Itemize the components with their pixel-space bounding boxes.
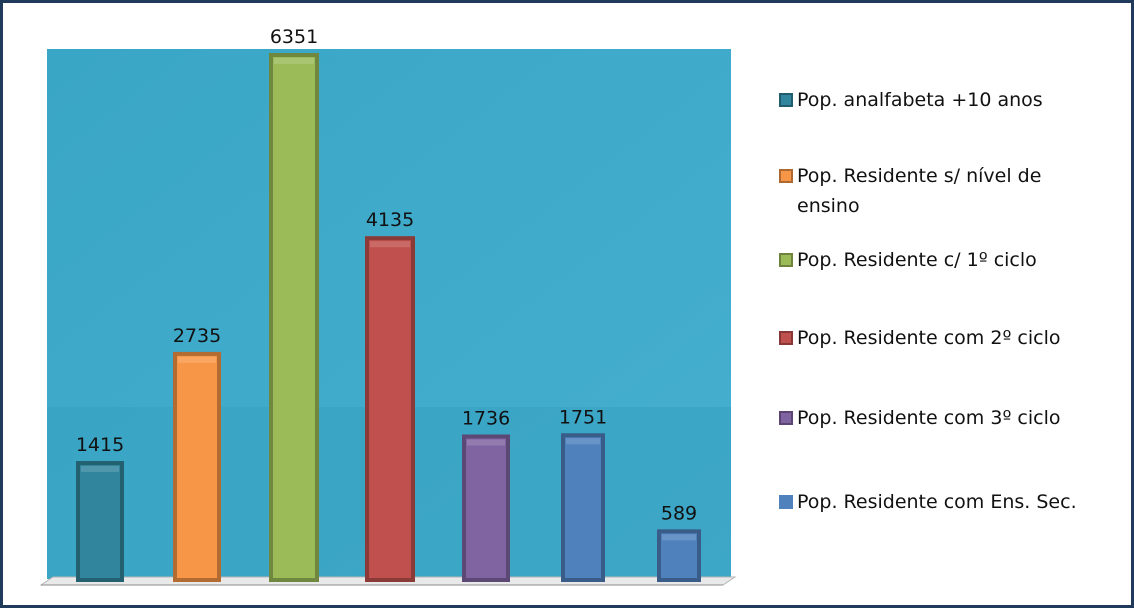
bar — [269, 53, 319, 582]
legend-swatch — [779, 169, 793, 183]
legend-label: Pop. Residente c/ 1º ciclo — [797, 249, 1037, 271]
bar-highlight — [274, 58, 314, 64]
legend-swatch — [779, 253, 793, 267]
bar-highlight — [662, 534, 696, 541]
bar-body — [462, 434, 510, 582]
bar-highlight — [81, 466, 119, 473]
legend-item: Pop. Residente s/ nível de ensino — [779, 161, 1129, 221]
bar-highlight — [178, 356, 216, 363]
bar-body — [269, 53, 319, 582]
legend-label: Pop. Residente com 2º ciclo — [797, 327, 1061, 349]
data-label: 6351 — [270, 26, 318, 48]
legend-label: Pop. analfabeta +10 anos — [797, 89, 1043, 111]
data-label: 1736 — [462, 407, 510, 429]
data-label: 2735 — [173, 325, 221, 347]
bar — [76, 461, 124, 583]
legend-label: Pop. Residente com 3º ciclo — [797, 407, 1061, 429]
bar — [365, 236, 415, 582]
bar — [561, 433, 605, 582]
legend-item: Pop. Residente c/ 1º ciclo — [779, 245, 1129, 275]
legend-swatch — [779, 331, 793, 345]
legend-label: Pop. Residente com Ens. Sec. — [797, 491, 1077, 513]
bar-body — [561, 433, 605, 582]
data-label: 1415 — [76, 434, 124, 456]
bar-highlight — [467, 439, 505, 446]
bar-chart: 1415 2735 6351 4135 1736 1751 589 — [39, 26, 737, 586]
legend-item: Pop. analfabeta +10 anos — [779, 85, 1129, 115]
bar — [173, 351, 221, 582]
legend-item: Pop. Residente com Ens. Sec. — [779, 487, 1129, 517]
legend-label: Pop. Residente s/ nível de ensino — [797, 165, 1042, 217]
bar-highlight — [370, 241, 410, 248]
legend-item: Pop. Residente com 2º ciclo — [779, 323, 1129, 353]
legend-swatch — [779, 495, 793, 509]
bar — [462, 434, 510, 582]
data-label: 589 — [661, 502, 697, 524]
bar — [657, 529, 701, 582]
data-label: 1751 — [559, 406, 607, 428]
bar-body — [173, 351, 221, 582]
bar-body — [365, 236, 415, 582]
legend-swatch — [779, 93, 793, 107]
data-label: 4135 — [366, 209, 414, 231]
bar-highlight — [566, 438, 600, 445]
legend-swatch — [779, 411, 793, 425]
bar-body — [76, 461, 124, 583]
legend-item: Pop. Residente com 3º ciclo — [779, 403, 1129, 433]
